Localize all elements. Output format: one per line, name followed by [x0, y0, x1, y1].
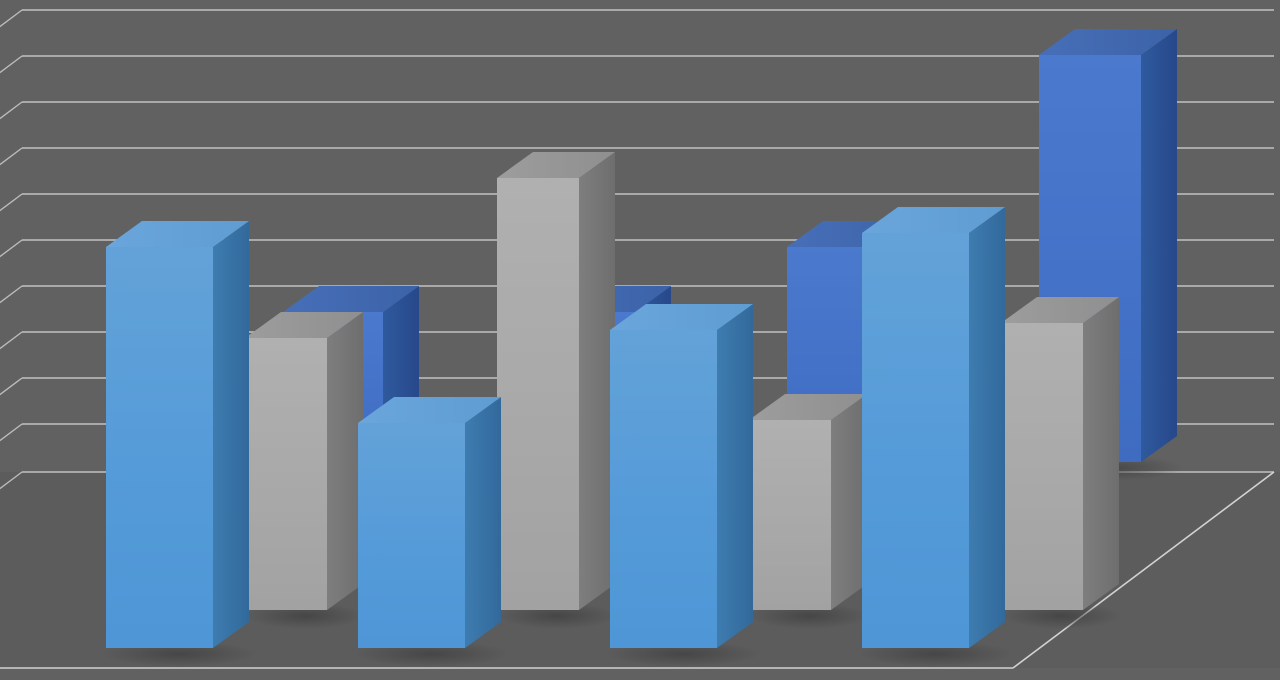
bar-front-face [497, 178, 579, 610]
bar-group-1-series-1[interactable] [102, 221, 257, 667]
bar-side-face [465, 397, 501, 648]
bar-top-face [497, 152, 615, 178]
bar-top-face [245, 312, 363, 338]
bar-front-face [862, 233, 969, 648]
bar-group-3-series-2[interactable] [749, 394, 869, 629]
bar-front-face [106, 247, 213, 648]
bar-top-face [1039, 29, 1177, 55]
bar-group-3-series-1[interactable] [606, 304, 761, 667]
bar-side-face [213, 221, 249, 648]
bar-side-face [717, 304, 753, 648]
bar-group-1-series-2[interactable] [245, 312, 365, 629]
bar-side-face [327, 312, 363, 610]
bar-top-face [862, 207, 1005, 233]
floor-plane [0, 472, 1280, 668]
bar-group-2-series-1[interactable] [354, 397, 509, 667]
bar-side-face [831, 394, 867, 610]
bar-side-face [1083, 297, 1119, 610]
bar-top-face [358, 397, 501, 423]
bar-side-face [969, 207, 1005, 648]
bar-top-face [610, 304, 753, 330]
group-4 [858, 29, 1184, 667]
floor-right-diagonal-edge [1012, 471, 1275, 669]
bar-side-face [1141, 29, 1177, 462]
bar-group-4-series-3[interactable] [1036, 29, 1184, 481]
bar-side-face [579, 152, 615, 610]
group-1 [102, 221, 425, 667]
bar-front-face [749, 420, 831, 610]
bar-group-4-series-2[interactable] [1001, 297, 1121, 629]
bar-front-face [1001, 323, 1083, 610]
bar-top-face [1001, 297, 1119, 323]
floor-edges [0, 471, 1275, 669]
bars-layer [102, 29, 1184, 667]
bar-top-face [749, 394, 867, 420]
bar-group-4-series-1[interactable] [858, 207, 1013, 667]
bar-front-face [245, 338, 327, 610]
bar-top-face [106, 221, 249, 247]
bar-group-2-series-2[interactable] [497, 152, 617, 629]
bar-front-face [610, 330, 717, 648]
bar-front-face [358, 423, 465, 648]
bar-top-face [283, 286, 419, 312]
